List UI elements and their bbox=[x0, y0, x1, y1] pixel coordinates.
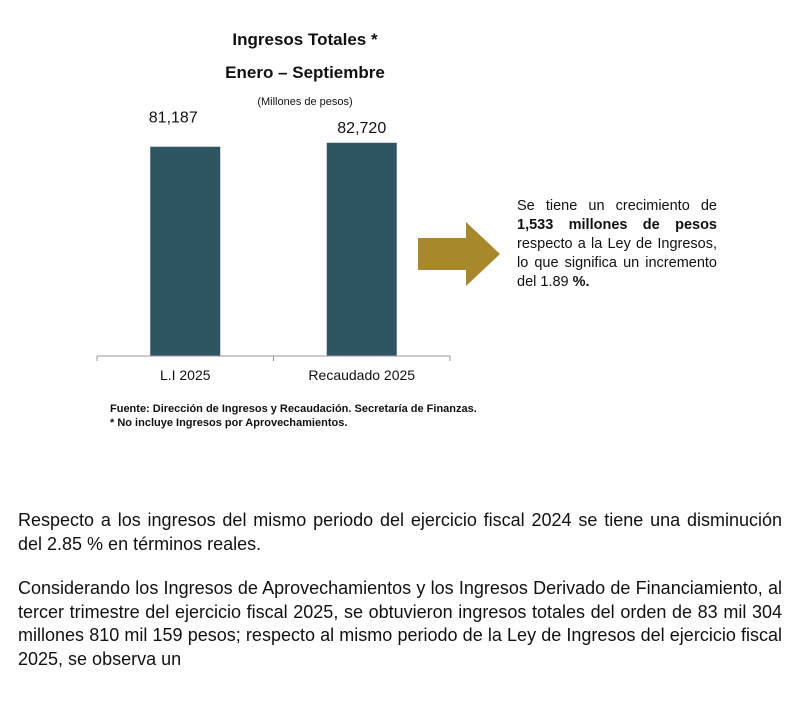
paragraph: Considerando los Ingresos de Aprovechami… bbox=[18, 578, 782, 669]
x-tick-label: L.I 2025 bbox=[160, 367, 211, 383]
callout-amount: 1,533 millones de pesos bbox=[517, 217, 717, 233]
data-label: 81,187 bbox=[149, 110, 198, 127]
chart-title: Ingresos Totales * bbox=[232, 30, 378, 49]
x-tick-label: Recaudado 2025 bbox=[308, 367, 415, 383]
callout-text-2: respecto a la Ley de Ingresos, lo que si… bbox=[517, 236, 717, 290]
bar bbox=[150, 146, 221, 356]
source-note: Fuente: Dirección de Ingresos y Recaudac… bbox=[110, 403, 477, 415]
paragraph: Respecto a los ingresos del mismo period… bbox=[18, 510, 782, 554]
footnote: * No incluye Ingresos por Aprovechamient… bbox=[110, 417, 348, 429]
chart-units: (Millones de pesos) bbox=[257, 96, 353, 108]
growth-callout: Se tiene un crecimiento de 1,533 millone… bbox=[517, 197, 717, 292]
callout-text: Se tiene un crecimiento de bbox=[517, 198, 717, 214]
callout-percent: %. bbox=[572, 274, 590, 290]
bar-chart: 81,187 L.I 2025 82,720 Recaudado 2025 bbox=[96, 110, 451, 383]
chart-subtitle: Enero – Septiembre bbox=[225, 63, 385, 82]
bar bbox=[326, 142, 397, 356]
data-label: 82,720 bbox=[337, 120, 386, 137]
arrow-right-icon bbox=[418, 222, 500, 286]
